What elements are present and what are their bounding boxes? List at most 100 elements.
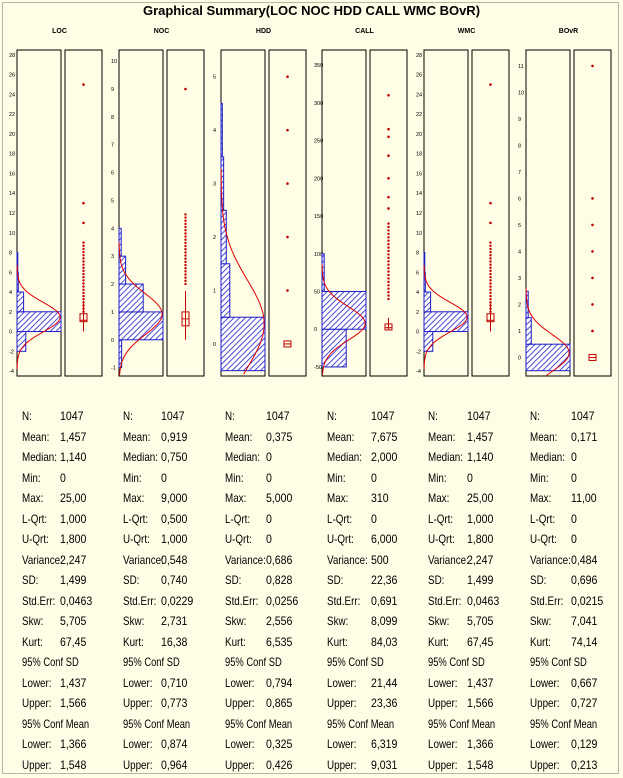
stat-row: Mean: 7,675 xyxy=(327,427,425,448)
outlier-point xyxy=(591,303,594,306)
data-dot xyxy=(82,272,85,276)
data-dot xyxy=(387,253,390,256)
stat-value: 1,800 xyxy=(60,532,87,546)
stat-value: 7,675 xyxy=(371,429,398,444)
data-dot xyxy=(387,277,390,280)
y-tick-label: 8 xyxy=(111,115,114,121)
stat-value: 0,548 xyxy=(161,552,188,567)
outlier-point xyxy=(489,83,492,86)
stat-label: Skw: xyxy=(123,614,145,628)
stat-label: Skw: xyxy=(428,614,450,628)
y-tick-label: 9 xyxy=(111,87,114,93)
stat-label: L-Qrt: xyxy=(428,511,454,526)
stat-label: Variance: xyxy=(123,552,164,567)
stat-label: L-Qrt: xyxy=(225,511,251,526)
stat-value: 1,140 xyxy=(60,450,87,464)
stat-value: 0 xyxy=(266,532,272,546)
stat-row: Kurt: 67,45 xyxy=(22,632,120,653)
stat-label: Mean: xyxy=(530,429,558,444)
data-dot xyxy=(184,273,187,276)
stat-label: Min: xyxy=(530,470,549,485)
y-tick-label: 11 xyxy=(518,64,524,70)
stat-value: 0,0463 xyxy=(467,593,500,608)
stat-label: 95% Conf Mean xyxy=(530,716,598,731)
stat-row: 95% Conf SD xyxy=(327,652,425,673)
y-tick-label: 10 xyxy=(9,231,15,237)
stat-value: 1,566 xyxy=(467,696,494,710)
data-dot xyxy=(387,246,390,249)
data-dot xyxy=(184,225,187,229)
stat-row: U-Qrt: 1,000 xyxy=(123,529,221,550)
stat-row: Max: 11,00 xyxy=(530,488,623,509)
stat-label: Skw: xyxy=(22,614,44,628)
stat-row: Skw: 2,556 xyxy=(225,611,323,632)
stat-label: N: xyxy=(225,409,235,423)
stat-row: Upper: 0,727 xyxy=(530,693,623,714)
y-tick-label: 0 xyxy=(518,355,521,361)
data-dot xyxy=(184,263,187,267)
data-dot xyxy=(489,254,492,257)
chart-svg: 0 1 2 3 4 5 6 7 8 9 10 11 xyxy=(518,49,612,377)
histogram-bar xyxy=(220,263,231,318)
data-dot xyxy=(489,241,492,244)
stat-value: 0,691 xyxy=(371,593,398,608)
y-tick-label: 0 xyxy=(9,330,12,336)
data-dot xyxy=(82,266,85,269)
stat-row: 95% Conf SD xyxy=(123,652,221,673)
stat-row: Skw: 2,731 xyxy=(123,611,221,632)
data-dot xyxy=(387,284,390,287)
data-dot xyxy=(387,236,390,239)
stats-loc: N: 1047 Mean: 1,457 Median: 1,140 Min: 0 Max: 25,… xyxy=(22,406,120,775)
stat-label: Lower: xyxy=(428,675,458,690)
y-tick-label: -50 xyxy=(314,365,322,371)
panel-noc: NOC -1 0 1 2 3 4 5 6 7 8 9 10 xyxy=(110,28,213,378)
stat-row: Min: 0 xyxy=(428,468,526,489)
outlier-point xyxy=(591,276,594,280)
stat-label: 95% Conf SD xyxy=(225,655,282,669)
y-tick-label: 0 xyxy=(314,327,317,333)
stat-row: 95% Conf SD xyxy=(530,652,623,673)
stat-label: U-Qrt: xyxy=(123,532,150,546)
stat-value: 0 xyxy=(371,511,377,526)
stat-value: 310 xyxy=(371,491,389,505)
stat-row: Variance: 0,548 xyxy=(123,550,221,571)
stat-value: 0 xyxy=(161,470,167,485)
stat-label: Max: xyxy=(327,491,349,505)
stat-row: Max: 9,000 xyxy=(123,488,221,509)
stat-row: Lower: 0,794 xyxy=(225,673,323,694)
stat-value: 0,213 xyxy=(571,757,598,772)
y-tick-label: 10 xyxy=(416,231,422,237)
stat-label: Upper: xyxy=(123,757,153,772)
data-dot xyxy=(82,291,85,295)
stat-value: 0,794 xyxy=(266,675,293,690)
outlier-point xyxy=(387,135,390,139)
chart-svg: -1 0 1 2 3 4 5 6 7 8 9 10 xyxy=(111,49,205,377)
stat-row: U-Qrt: 0 xyxy=(530,529,623,550)
y-tick-label: 24 xyxy=(9,92,15,98)
stat-value: 1,499 xyxy=(467,573,494,587)
stat-label: 95% Conf SD xyxy=(22,655,79,669)
stat-row: Mean: 1,457 xyxy=(428,427,526,448)
y-tick-label: 300 xyxy=(314,101,323,107)
stat-label: Max: xyxy=(530,491,552,505)
stat-row: Lower: 6,319 xyxy=(327,734,425,755)
stat-label: Lower: xyxy=(530,737,560,751)
stat-row: Max: 25,00 xyxy=(22,488,120,509)
outlier-point xyxy=(286,182,289,185)
stat-label: 95% Conf SD xyxy=(530,655,587,669)
stat-row: Variance: 500 xyxy=(327,550,425,571)
normal-curve xyxy=(321,264,366,376)
stat-row: Std.Err: 0,0463 xyxy=(428,591,526,612)
stat-value: 1047 xyxy=(161,409,185,423)
stat-row: Skw: 7,041 xyxy=(530,611,623,632)
stat-value: 9,000 xyxy=(161,491,188,505)
stat-label: Max: xyxy=(22,491,44,505)
data-dot xyxy=(489,298,492,301)
data-dot xyxy=(184,213,187,216)
y-tick-label: 6 xyxy=(416,270,419,276)
stat-label: Upper: xyxy=(22,757,52,772)
stat-value: 1047 xyxy=(467,409,491,423)
stat-row: Skw: 5,705 xyxy=(428,611,526,632)
stats-noc: N: 1047 Mean: 0,919 Median: 0,750 Min: 0 Max: 9,0… xyxy=(123,406,221,775)
stat-label: Std.Err: xyxy=(123,593,157,608)
